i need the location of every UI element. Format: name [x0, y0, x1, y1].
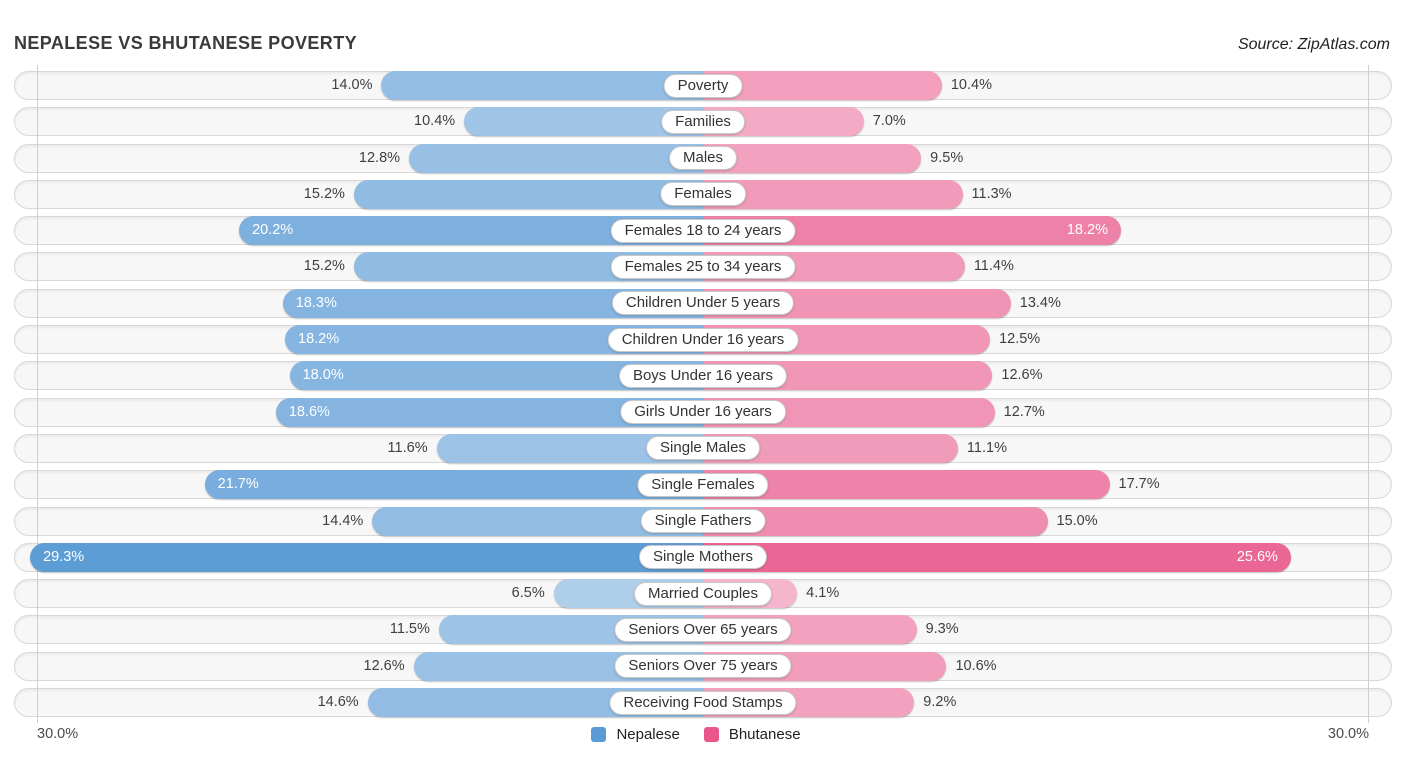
category-label: Single Males	[646, 436, 760, 461]
chart-row: 20.2% 18.2% Females 18 to 24 years	[14, 216, 1392, 246]
legend-swatch-nepalese	[591, 727, 607, 743]
bhutanese-value-label: 15.0%	[1056, 512, 1098, 529]
source-attribution: Source: ZipAtlas.com	[1237, 36, 1390, 53]
nepalese-bar: 29.3%	[30, 542, 703, 572]
nepalese-value-label: 29.3%	[43, 548, 85, 565]
category-label: Males	[668, 146, 738, 171]
bhutanese-value-label: 12.6%	[1001, 367, 1043, 384]
chart-row: 18.0% 12.6% Boys Under 16 years	[14, 361, 1392, 391]
chart-row: 14.6% 9.2% Receiving Food Stamps	[14, 688, 1392, 718]
category-label: Families	[661, 109, 745, 134]
chart-row: 11.5% 9.3% Seniors Over 65 years	[14, 615, 1392, 645]
nepalese-value-label: 15.2%	[303, 185, 345, 202]
chart-row: 18.2% 12.5% Children Under 16 years	[14, 325, 1392, 355]
category-label: Children Under 16 years	[607, 327, 799, 352]
chart-row: 11.6% 11.1% Single Males	[14, 433, 1392, 463]
nepalese-value-label: 14.6%	[317, 694, 359, 711]
axis-gridline-right	[1368, 65, 1369, 724]
nepalese-value-label: 12.6%	[363, 657, 405, 674]
nepalese-value-label: 15.2%	[303, 258, 345, 275]
nepalese-value-label: 20.2%	[252, 222, 294, 239]
legend: Nepalese Bhutanese	[14, 717, 1392, 743]
chart-row: 29.3% 25.6% Single Mothers	[14, 542, 1392, 572]
nepalese-value-label: 14.4%	[322, 512, 364, 529]
nepalese-value-label: 21.7%	[217, 476, 259, 493]
bhutanese-value-label: 9.2%	[923, 694, 957, 711]
legend-label-nepalese: Nepalese	[616, 726, 680, 744]
bhutanese-value-label: 13.4%	[1019, 294, 1061, 311]
chart-row: 15.2% 11.3% Females	[14, 179, 1392, 209]
bhutanese-value-label: 7.0%	[872, 113, 906, 130]
bhutanese-bar: 9.5%	[703, 143, 963, 173]
bhutanese-value-label: 18.2%	[1066, 222, 1108, 239]
category-label: Females	[660, 182, 746, 207]
category-label: Females 18 to 24 years	[610, 218, 796, 243]
nepalese-value-label: 12.8%	[358, 149, 401, 166]
nepalese-value-label: 14.0%	[331, 77, 373, 93]
bhutanese-value-label: 12.5%	[999, 331, 1041, 348]
chart-row: 15.2% 11.4% Females 25 to 34 years	[14, 252, 1392, 282]
nepalese-bar: 15.2%	[304, 179, 703, 209]
bhutanese-value-label: 11.4%	[973, 258, 1014, 275]
category-label: Seniors Over 75 years	[614, 654, 792, 679]
page-title: NEPALESE VS BHUTANESE POVERTY	[14, 33, 357, 53]
nepalese-value-label: 10.4%	[414, 113, 456, 130]
nepalese-value-label: 18.6%	[288, 403, 330, 420]
chart-row: 21.7% 17.7% Single Females	[14, 470, 1392, 500]
bhutanese-value-label: 4.1%	[806, 585, 840, 602]
bhutanese-value-label: 11.3%	[971, 185, 1012, 202]
chart-rows: 14.0% 10.4% Poverty 10.4% 7.0% Families …	[14, 71, 1392, 718]
bhutanese-value-label: 10.6%	[955, 657, 997, 674]
chart-footer: 30.0% Nepalese Bhutanese 30.0%	[14, 717, 1392, 757]
category-label: Girls Under 16 years	[620, 400, 786, 425]
bhutanese-value-label: 12.7%	[1003, 403, 1045, 420]
category-label: Seniors Over 65 years	[614, 617, 792, 642]
category-label: Females 25 to 34 years	[610, 254, 796, 279]
axis-max-label-right: 30.0%	[1327, 726, 1369, 743]
category-label: Married Couples	[633, 581, 773, 606]
page-header: NEPALESE VS BHUTANESE POVERTY Source: Zi…	[0, 0, 1406, 54]
nepalese-value-label: 6.5%	[511, 585, 545, 602]
legend-swatch-bhutanese	[703, 727, 719, 743]
category-label: Poverty	[663, 73, 743, 98]
nepalese-value-label: 18.2%	[298, 331, 340, 348]
category-label: Receiving Food Stamps	[609, 690, 797, 715]
bhutanese-value-label: 17.7%	[1118, 476, 1160, 493]
nepalese-value-label: 11.5%	[389, 621, 430, 638]
nepalese-bar: 12.8%	[359, 143, 703, 173]
axis-gridline-left	[37, 65, 38, 724]
nepalese-value-label: 18.0%	[302, 367, 344, 384]
bhutanese-bar: 17.7%	[703, 470, 1160, 500]
category-label: Single Mothers	[638, 545, 768, 570]
bhutanese-value-label: 9.5%	[930, 149, 964, 166]
bhutanese-bar: 25.6%	[703, 542, 1291, 572]
chart-row: 18.6% 12.7% Girls Under 16 years	[14, 397, 1392, 427]
chart: 14.0% 10.4% Poverty 10.4% 7.0% Families …	[14, 65, 1392, 724]
bhutanese-value-label: 25.6%	[1236, 548, 1278, 565]
category-label: Children Under 5 years	[611, 291, 795, 316]
nepalese-bar: 14.0%	[331, 71, 703, 100]
nepalese-value-label: 11.6%	[387, 439, 428, 456]
bhutanese-value-label: 9.3%	[925, 621, 959, 638]
bhutanese-value-label: 11.1%	[966, 439, 1007, 456]
chart-row: 12.6% 10.6% Seniors Over 75 years	[14, 651, 1392, 681]
chart-row: 10.4% 7.0% Families	[14, 107, 1392, 137]
bhutanese-bar: 10.4%	[703, 71, 992, 100]
category-label: Single Females	[637, 472, 769, 497]
chart-row: 14.4% 15.0% Single Fathers	[14, 506, 1392, 536]
legend-label-bhutanese: Bhutanese	[728, 726, 801, 744]
category-label: Boys Under 16 years	[618, 363, 788, 388]
nepalese-bar: 21.7%	[204, 470, 703, 500]
category-label: Single Fathers	[640, 509, 766, 534]
chart-row: 12.8% 9.5% Males	[14, 143, 1392, 173]
chart-row: 6.5% 4.1% Married Couples	[14, 579, 1392, 609]
chart-row: 14.0% 10.4% Poverty	[14, 71, 1392, 100]
bhutanese-bar: 11.3%	[703, 179, 1012, 209]
bhutanese-value-label: 10.4%	[950, 77, 992, 93]
chart-row: 18.3% 13.4% Children Under 5 years	[14, 288, 1392, 318]
nepalese-value-label: 18.3%	[295, 294, 337, 311]
axis-max-label-left: 30.0%	[37, 726, 79, 743]
